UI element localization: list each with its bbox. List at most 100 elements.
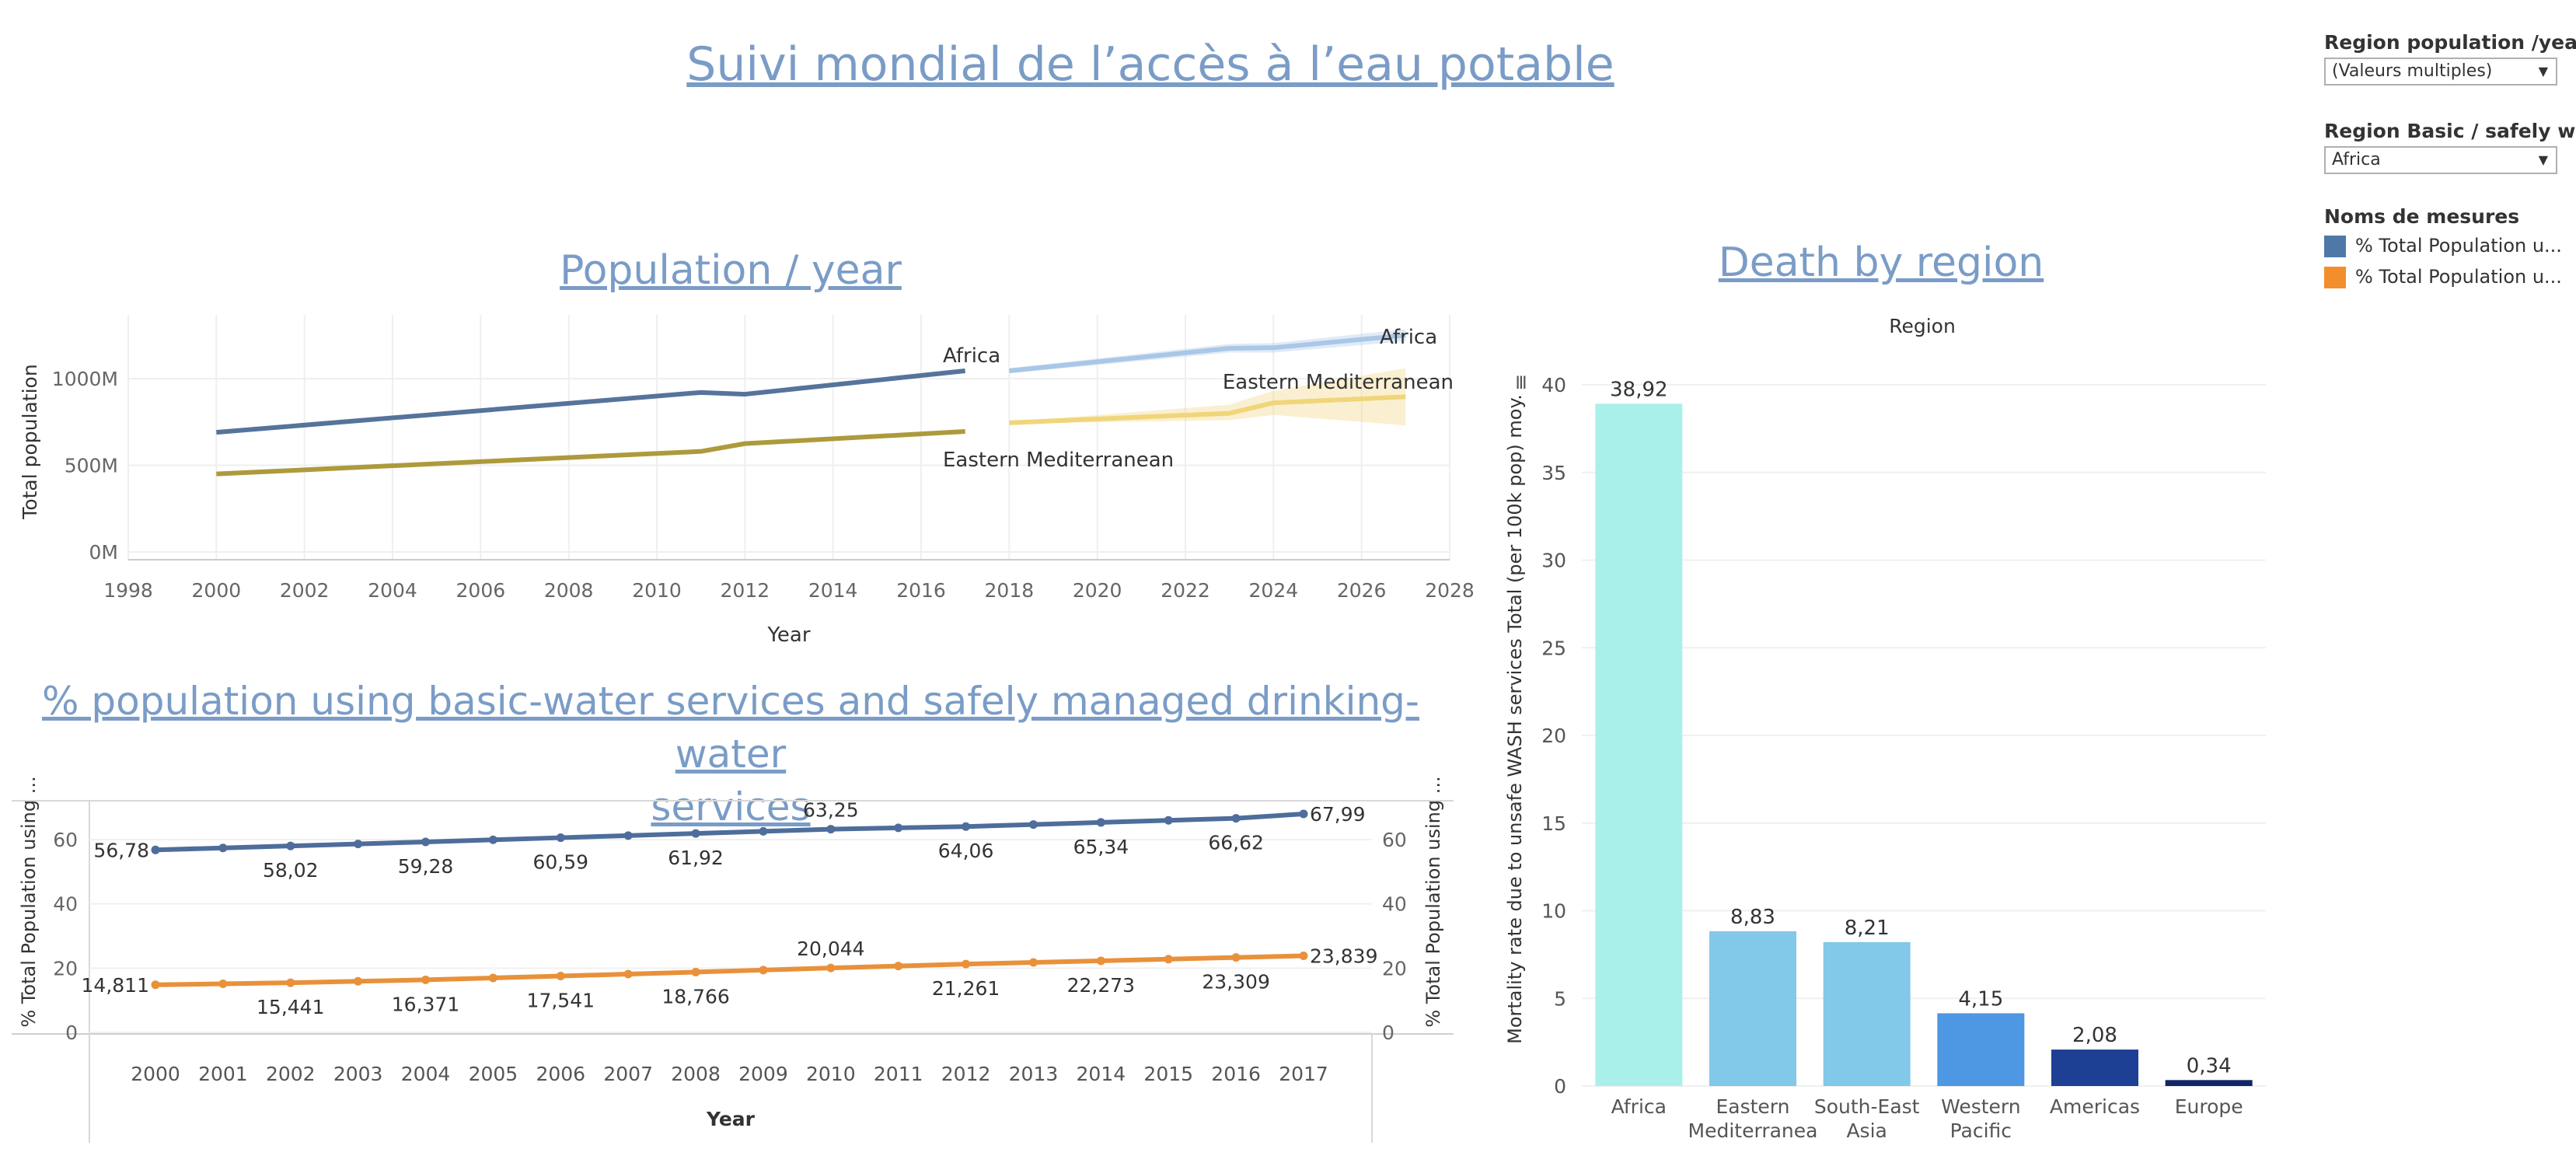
x-tick-label: 2024 xyxy=(1249,579,1299,602)
data-label-1: 23,309 xyxy=(1202,971,1269,994)
forecast-band-1 xyxy=(1009,368,1406,426)
series-point-1 xyxy=(218,980,228,989)
series-point-1 xyxy=(354,976,363,986)
y-tick-label: 0 xyxy=(1554,1075,1566,1098)
population-chart-title: Population / year xyxy=(560,247,902,294)
series-label: Eastern Mediterranean xyxy=(943,449,1174,472)
legend-swatch xyxy=(2324,236,2346,257)
series-point-1 xyxy=(826,963,836,973)
category-label: Asia xyxy=(1846,1119,1887,1142)
series-line-1 xyxy=(216,429,965,477)
y-tick-label: 15 xyxy=(1541,812,1566,835)
x-tick-label: 2010 xyxy=(806,1063,856,1085)
y-tick-label-right: 20 xyxy=(1382,957,1407,980)
y-tick-label: 10 xyxy=(1541,900,1566,923)
x-tick-label: 2026 xyxy=(1337,579,1387,602)
y-tick-label: 1000M xyxy=(52,368,118,390)
bar-value-label: 8,83 xyxy=(1730,906,1775,929)
x-tick-label: 2005 xyxy=(469,1063,518,1085)
bar-value-label: 2,08 xyxy=(2072,1024,2117,1047)
series-line-0 xyxy=(216,368,965,435)
x-axis-title: Year xyxy=(766,623,810,647)
x-tick-label: 2014 xyxy=(1077,1063,1126,1085)
x-tick-label: 2010 xyxy=(632,579,682,602)
x-tick-label: 2015 xyxy=(1143,1063,1193,1085)
x-tick-label: 2020 xyxy=(1073,579,1122,602)
bar-value-label: 4,15 xyxy=(1958,987,2003,1011)
region-basic-dropdown-value: Africa xyxy=(2332,150,2381,169)
x-tick-label: 2012 xyxy=(941,1063,991,1085)
data-label-1: 16,371 xyxy=(392,993,459,1015)
caret-down-icon: ▼ xyxy=(2538,152,2548,167)
data-label-1: 15,441 xyxy=(257,996,324,1018)
column-header: Region xyxy=(1889,315,1956,337)
x-tick-label: 2002 xyxy=(280,579,330,602)
x-tick-label: 2007 xyxy=(603,1063,653,1085)
bar-americas xyxy=(2051,1049,2138,1086)
legend-item-safely[interactable]: % Total Population u... xyxy=(2324,266,2562,288)
series-point-0 xyxy=(218,843,228,853)
y-tick-label: 35 xyxy=(1541,462,1566,484)
series-point-0 xyxy=(1164,815,1173,825)
bar-south-east-asia xyxy=(1823,941,1911,1086)
forecast-line-1 xyxy=(1009,394,1406,425)
data-label-0: 59,28 xyxy=(398,855,454,878)
y-tick-label-right: 60 xyxy=(1382,829,1407,851)
data-label-0: 65,34 xyxy=(1073,836,1129,858)
data-label-1: 23,839 xyxy=(1310,945,1377,967)
forecast-line-0 xyxy=(1009,333,1406,373)
x-tick-label: 2006 xyxy=(536,1063,585,1085)
x-tick-label: 2016 xyxy=(1211,1063,1261,1085)
series-point-0 xyxy=(1028,820,1038,829)
x-axis-title: Year xyxy=(706,1108,756,1130)
dashboard-title: Suivi mondial de l’accès à l’eau potable xyxy=(686,37,1614,92)
x-tick-label: 2006 xyxy=(456,579,506,602)
data-label-0: 63,25 xyxy=(803,799,859,822)
series-point-0 xyxy=(691,829,700,838)
x-tick-label: 1998 xyxy=(103,579,153,602)
category-label: Pacific xyxy=(1950,1119,2012,1142)
data-label-0: 56,78 xyxy=(93,839,149,861)
series-point-0 xyxy=(556,833,565,843)
y-axis-title-right: % Total Population using ... xyxy=(1422,776,1444,1027)
pct-chart-title: % population using basic-water services … xyxy=(31,675,1430,833)
series-point-0 xyxy=(286,841,295,850)
y-tick-label-right: 40 xyxy=(1382,893,1407,916)
y-tick-label: 30 xyxy=(1541,550,1566,572)
axis-sort-icon: Ⅲ xyxy=(1515,374,1527,393)
region-basic-dropdown[interactable]: Africa ▼ xyxy=(2324,146,2557,174)
y-tick-label-left: 60 xyxy=(53,829,78,851)
death-chart-title: Death by region xyxy=(1718,239,2044,286)
region-pop-dropdown[interactable]: (Valeurs multiples) ▼ xyxy=(2324,58,2557,86)
series-point-0 xyxy=(1231,814,1241,823)
x-tick-label: 2017 xyxy=(1279,1063,1328,1085)
series-point-1 xyxy=(623,969,633,979)
series-point-0 xyxy=(826,825,836,834)
series-point-1 xyxy=(1096,956,1105,966)
series-point-1 xyxy=(286,978,295,987)
x-tick-label: 2008 xyxy=(671,1063,721,1085)
data-label-1: 22,273 xyxy=(1067,974,1135,997)
region-pop-filter-label: Region population /year xyxy=(2324,31,2576,54)
legend-item-basic[interactable]: % Total Population u... xyxy=(2324,235,2562,257)
y-tick-label: 20 xyxy=(1541,725,1566,747)
series-point-0 xyxy=(151,845,160,854)
data-label-0: 58,02 xyxy=(263,859,319,882)
category-label: Mediterranea xyxy=(1688,1119,1818,1142)
y-tick-label-right: 0 xyxy=(1382,1022,1394,1044)
series-point-0 xyxy=(488,835,497,844)
series-label: Africa xyxy=(1380,326,1437,349)
data-label-0: 64,06 xyxy=(938,840,994,862)
series-point-0 xyxy=(894,823,903,833)
y-tick-label: 0M xyxy=(89,541,118,564)
y-axis-title: Mortality rate due to unsafe WASH servic… xyxy=(1504,394,1526,1044)
category-label: Africa xyxy=(1611,1095,1667,1118)
x-tick-label: 2009 xyxy=(738,1063,788,1085)
data-label-0: 67,99 xyxy=(1310,803,1366,826)
caret-down-icon: ▼ xyxy=(2538,64,2548,79)
y-tick-label: 40 xyxy=(1541,374,1566,396)
series-point-1 xyxy=(1299,951,1308,960)
